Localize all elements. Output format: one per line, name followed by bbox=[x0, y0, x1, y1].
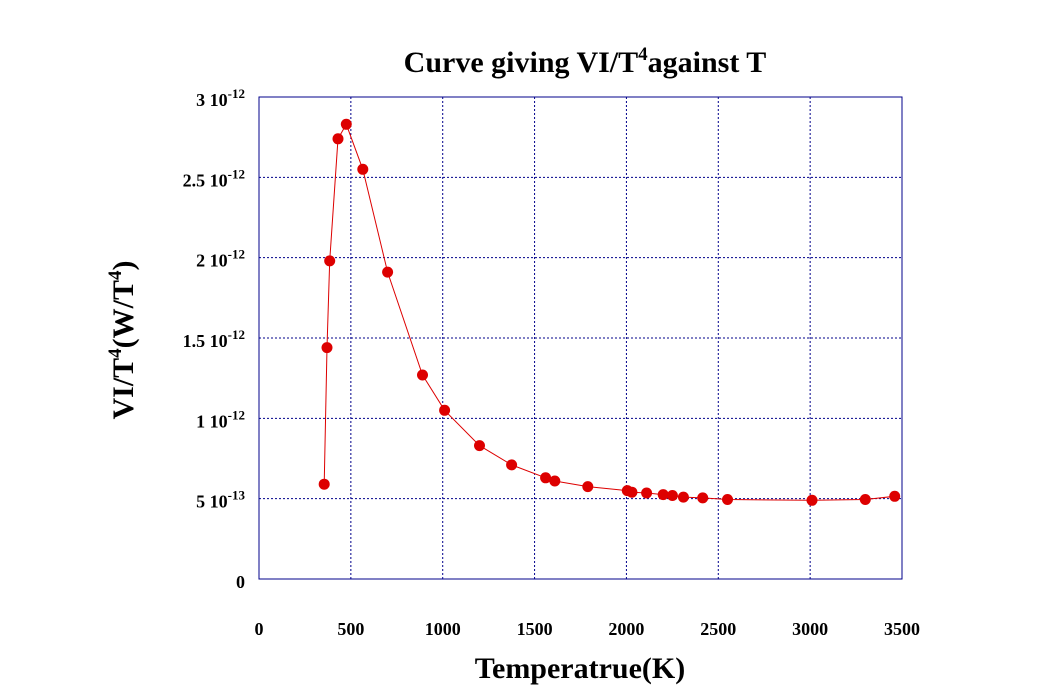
y-axis-label-sup1: 4 bbox=[105, 348, 126, 358]
y-axis-label: VI/T4(W/T4) bbox=[105, 260, 140, 419]
data-point bbox=[321, 342, 333, 354]
y-tick-label: 3 10-12 bbox=[196, 86, 245, 110]
x-axis-label: Temperatrue(K) bbox=[475, 652, 686, 685]
data-point bbox=[677, 491, 689, 503]
data-point bbox=[474, 440, 485, 452]
data-point bbox=[889, 490, 901, 502]
x-tick-label: 3500 bbox=[884, 619, 920, 639]
y-tick-label: 0 bbox=[236, 572, 245, 592]
data-point bbox=[666, 490, 678, 501]
y-tick-mantissa: 3 10 bbox=[196, 90, 228, 110]
y-tick-label: 2 10-12 bbox=[196, 247, 245, 271]
tick-labels: 0 500 1000 1500 2000 2500 3000 3500 0 5 10-13 1 10… bbox=[183, 86, 920, 639]
series-line bbox=[323, 123, 895, 501]
y-tick-mantissa: 2 10 bbox=[196, 251, 228, 271]
data-point bbox=[722, 494, 733, 505]
y-tick-label: 2.5 10-12 bbox=[183, 166, 245, 190]
y-axis-label-sup2: 4 bbox=[105, 270, 126, 280]
y-tick-exponent: -12 bbox=[228, 407, 245, 422]
x-tick-label: 1000 bbox=[425, 619, 461, 639]
data-point bbox=[540, 472, 552, 484]
plot-frame bbox=[258, 96, 903, 580]
data-point bbox=[417, 369, 428, 381]
data-point bbox=[641, 487, 653, 499]
y-tick-label: 1 10-12 bbox=[196, 407, 245, 431]
y-tick-exponent: -12 bbox=[228, 327, 245, 342]
data-point bbox=[340, 118, 352, 130]
data-point bbox=[506, 459, 518, 471]
chart-title-main: Curve giving VI/T bbox=[404, 46, 638, 79]
x-tick-label: 1500 bbox=[517, 619, 553, 639]
y-axis-label-b: (W/T bbox=[107, 280, 140, 348]
chart-title-sup: 4 bbox=[638, 44, 648, 65]
x-tick-label: 2500 bbox=[700, 619, 736, 639]
y-tick-label: 1.5 10-12 bbox=[183, 327, 245, 351]
y-tick-mantissa: 1 10 bbox=[196, 411, 228, 431]
data-point bbox=[697, 492, 709, 504]
data-point bbox=[439, 404, 451, 416]
y-tick-exponent: -12 bbox=[228, 247, 245, 262]
data-point bbox=[332, 133, 344, 145]
y-axis-label-c: ) bbox=[107, 260, 140, 270]
data-point bbox=[626, 486, 638, 498]
y-tick-mantissa: 5 10 bbox=[196, 492, 228, 512]
y-tick-mantissa: 2.5 10 bbox=[183, 170, 228, 190]
x-tick-label: 0 bbox=[255, 619, 264, 639]
y-tick-exponent: -12 bbox=[228, 86, 245, 101]
y-axis-label-a: VI/T bbox=[107, 358, 140, 420]
x-tick-label: 2000 bbox=[608, 619, 644, 639]
y-tick-mantissa: 0 bbox=[236, 572, 245, 592]
data-point bbox=[324, 255, 336, 267]
grid-lines bbox=[259, 97, 902, 579]
data-point bbox=[318, 478, 330, 490]
y-tick-mantissa: 1.5 10 bbox=[183, 331, 228, 351]
data-point bbox=[382, 266, 394, 278]
x-tick-label: 500 bbox=[337, 619, 364, 639]
y-tick-exponent: -13 bbox=[228, 488, 246, 503]
chart-title-tail: against T bbox=[648, 46, 767, 79]
x-tick-label: 3000 bbox=[792, 619, 828, 639]
y-tick-label: 5 10-13 bbox=[196, 488, 245, 512]
data-point bbox=[582, 481, 594, 493]
y-tick-exponent: -12 bbox=[228, 166, 245, 181]
data-point bbox=[357, 163, 369, 175]
data-point bbox=[806, 494, 818, 506]
data-point bbox=[859, 494, 871, 505]
data-series bbox=[318, 118, 901, 506]
data-point bbox=[549, 475, 561, 487]
data-point bbox=[657, 489, 669, 501]
chart-title: Curve giving VI/T4against T bbox=[404, 44, 767, 79]
